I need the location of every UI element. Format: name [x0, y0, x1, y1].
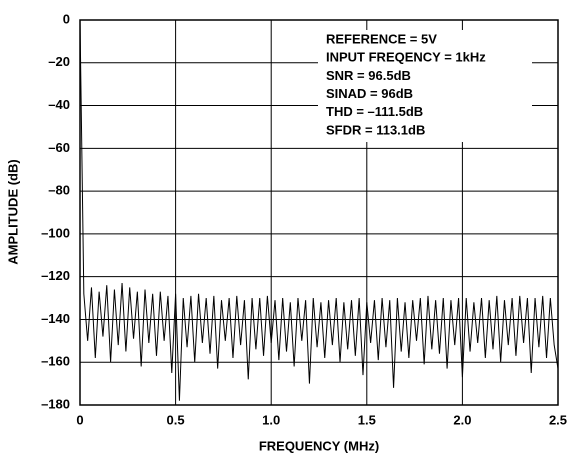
- x-tick-label: 0.5: [167, 412, 185, 427]
- y-tick-label: 0: [63, 11, 70, 26]
- y-tick-label: –80: [48, 183, 70, 198]
- spectrum-line: [79, 19, 559, 401]
- y-axis-title: AMPLITUDE (dB): [5, 159, 20, 264]
- y-tick-label: –140: [41, 311, 70, 326]
- x-tick-label: 1.5: [358, 412, 376, 427]
- x-axis-title: FREQUENCY (MHz): [259, 438, 379, 453]
- annotation-box: [318, 30, 532, 142]
- annotation: THD = –111.5dB: [326, 104, 423, 119]
- annotation: SFDR = 113.1dB: [326, 122, 425, 137]
- annotation: INPUT FREQENCY = 1kHz: [326, 50, 486, 65]
- y-tick-label: –40: [48, 97, 70, 112]
- y-tick-label: –60: [48, 140, 70, 155]
- plot-frame: [79, 19, 559, 406]
- annotation: SINAD = 96dB: [326, 86, 413, 101]
- annotation: REFERENCE = 5V: [326, 31, 437, 46]
- y-tick-label: –180: [41, 396, 70, 411]
- annotation: SNR = 96.5dB: [326, 68, 411, 83]
- x-tick-label: 2.0: [453, 412, 471, 427]
- y-tick-label: –100: [41, 225, 70, 240]
- y-tick-label: –160: [41, 354, 70, 369]
- y-tick-label: –120: [41, 268, 70, 283]
- x-tick-label: 2.5: [549, 412, 567, 427]
- y-tick-label: –20: [48, 54, 70, 69]
- x-tick-label: 0: [76, 412, 83, 427]
- x-tick-label: 1.0: [262, 412, 280, 427]
